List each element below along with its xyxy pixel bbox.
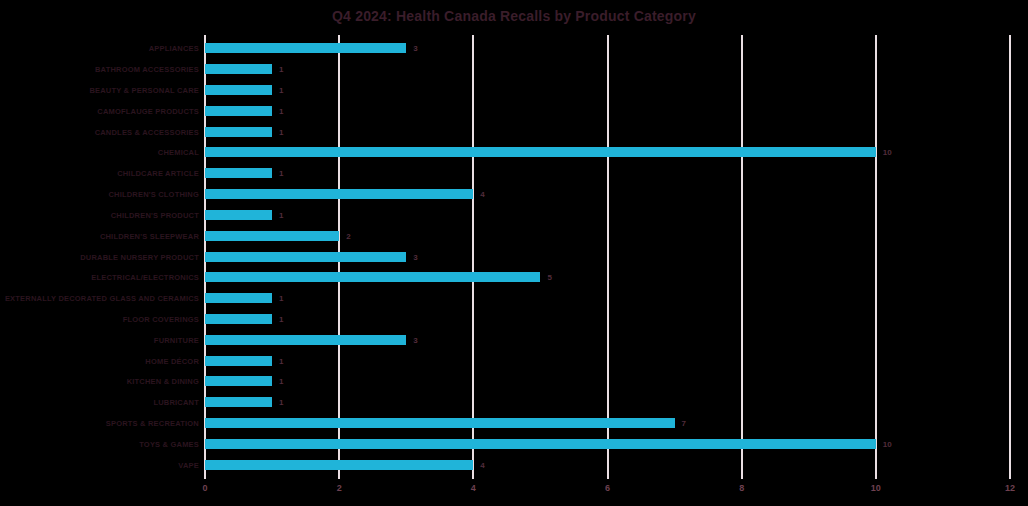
bar-row: LUBRICANT 1	[205, 392, 1010, 413]
bar	[205, 460, 473, 470]
bar-row: VAPE 4	[205, 454, 1010, 475]
plot-area: APPLIANCES 3 BATHROOM ACCESSORIES 1 BEAU…	[205, 35, 1010, 479]
x-tick-label: 4	[471, 483, 476, 493]
bar	[205, 64, 272, 74]
category-label: FURNITURE	[154, 335, 199, 344]
bar	[205, 189, 473, 199]
category-label: CHILDREN'S CLOTHING	[108, 190, 199, 199]
bar-row: TOYS & GAMES 10	[205, 433, 1010, 454]
bar-row: BATHROOM ACCESSORIES 1	[205, 59, 1010, 80]
category-label: CANDLES & ACCESSORIES	[95, 127, 199, 136]
bar-row: HOME DÉCOR 1	[205, 350, 1010, 371]
bar	[205, 356, 272, 366]
value-label: 1	[279, 356, 283, 365]
value-label: 4	[480, 190, 484, 199]
category-label: CHILDREN'S SLEEPWEAR	[100, 231, 199, 240]
bar	[205, 43, 406, 53]
value-label: 1	[279, 86, 283, 95]
category-label: HOME DÉCOR	[145, 356, 199, 365]
bar	[205, 293, 272, 303]
bar	[205, 210, 272, 220]
x-axis: 024681012	[205, 483, 1010, 497]
value-label: 1	[279, 377, 283, 386]
bar	[205, 106, 272, 116]
bar-row: APPLIANCES 3	[205, 38, 1010, 59]
x-tick-label: 0	[202, 483, 207, 493]
bar	[205, 127, 272, 137]
chart-title: Q4 2024: Health Canada Recalls by Produc…	[0, 8, 1028, 24]
bar	[205, 397, 272, 407]
bar	[205, 147, 876, 157]
category-label: CAMOFLAUGE PRODUCTS	[97, 106, 199, 115]
category-label: CHILDREN'S PRODUCT	[111, 210, 199, 219]
bars-group: APPLIANCES 3 BATHROOM ACCESSORIES 1 BEAU…	[205, 35, 1010, 479]
category-label: EXTERNALLY DECORATED GLASS AND CERAMICS	[5, 294, 199, 303]
bar-row: BEAUTY & PERSONAL CARE 1	[205, 80, 1010, 101]
value-label: 5	[547, 273, 551, 282]
bar-row: EXTERNALLY DECORATED GLASS AND CERAMICS …	[205, 288, 1010, 309]
x-tick-label: 12	[1005, 483, 1015, 493]
bar-row: DURABLE NURSERY PRODUCT 3	[205, 246, 1010, 267]
value-label: 1	[279, 314, 283, 323]
bar	[205, 252, 406, 262]
category-label: ELECTRICAL/ELECTRONICS	[91, 273, 199, 282]
category-label: DURABLE NURSERY PRODUCT	[80, 252, 199, 261]
value-label: 3	[413, 44, 417, 53]
value-label: 10	[883, 148, 892, 157]
value-label: 1	[279, 106, 283, 115]
category-label: KITCHEN & DINING	[127, 377, 199, 386]
category-label: CHEMICAL	[158, 148, 199, 157]
bar-row: SPORTS & RECREATION 7	[205, 413, 1010, 434]
value-label: 3	[413, 335, 417, 344]
category-label: APPLIANCES	[149, 44, 199, 53]
x-tick-label: 8	[739, 483, 744, 493]
bar	[205, 376, 272, 386]
value-label: 7	[682, 419, 686, 428]
category-label: BEAUTY & PERSONAL CARE	[89, 86, 199, 95]
bar-row: CHILDCARE ARTICLE 1	[205, 163, 1010, 184]
category-label: SPORTS & RECREATION	[106, 419, 199, 428]
category-label: LUBRICANT	[153, 398, 199, 407]
bar	[205, 335, 406, 345]
bar-row: CAMOFLAUGE PRODUCTS 1	[205, 100, 1010, 121]
bar-row: CANDLES & ACCESSORIES 1	[205, 121, 1010, 142]
bar	[205, 85, 272, 95]
x-tick-label: 10	[871, 483, 881, 493]
value-label: 10	[883, 439, 892, 448]
bar	[205, 314, 272, 324]
value-label: 1	[279, 127, 283, 136]
bar-row: KITCHEN & DINING 1	[205, 371, 1010, 392]
chart-canvas: Q4 2024: Health Canada Recalls by Produc…	[0, 0, 1028, 506]
value-label: 3	[413, 252, 417, 261]
bar-row: CHILDREN'S CLOTHING 4	[205, 184, 1010, 205]
category-label: VAPE	[178, 460, 199, 469]
bar-row: CHILDREN'S SLEEPWEAR 2	[205, 225, 1010, 246]
category-label: FLOOR COVERINGS	[123, 314, 199, 323]
bar-row: ELECTRICAL/ELECTRONICS 5	[205, 267, 1010, 288]
value-label: 1	[279, 294, 283, 303]
bar-row: FURNITURE 3	[205, 329, 1010, 350]
bar-row: CHEMICAL 10	[205, 142, 1010, 163]
category-label: BATHROOM ACCESSORIES	[95, 65, 199, 74]
category-label: CHILDCARE ARTICLE	[117, 169, 199, 178]
bar	[205, 231, 339, 241]
bar	[205, 418, 675, 428]
category-label: TOYS & GAMES	[139, 439, 199, 448]
value-label: 2	[346, 231, 350, 240]
bar-row: FLOOR COVERINGS 1	[205, 309, 1010, 330]
bar	[205, 272, 540, 282]
bar	[205, 439, 876, 449]
x-tick-label: 6	[605, 483, 610, 493]
value-label: 1	[279, 169, 283, 178]
value-label: 1	[279, 398, 283, 407]
value-label: 1	[279, 65, 283, 74]
x-tick-label: 2	[337, 483, 342, 493]
bar-row: CHILDREN'S PRODUCT 1	[205, 205, 1010, 226]
bar	[205, 168, 272, 178]
value-label: 4	[480, 460, 484, 469]
value-label: 1	[279, 210, 283, 219]
